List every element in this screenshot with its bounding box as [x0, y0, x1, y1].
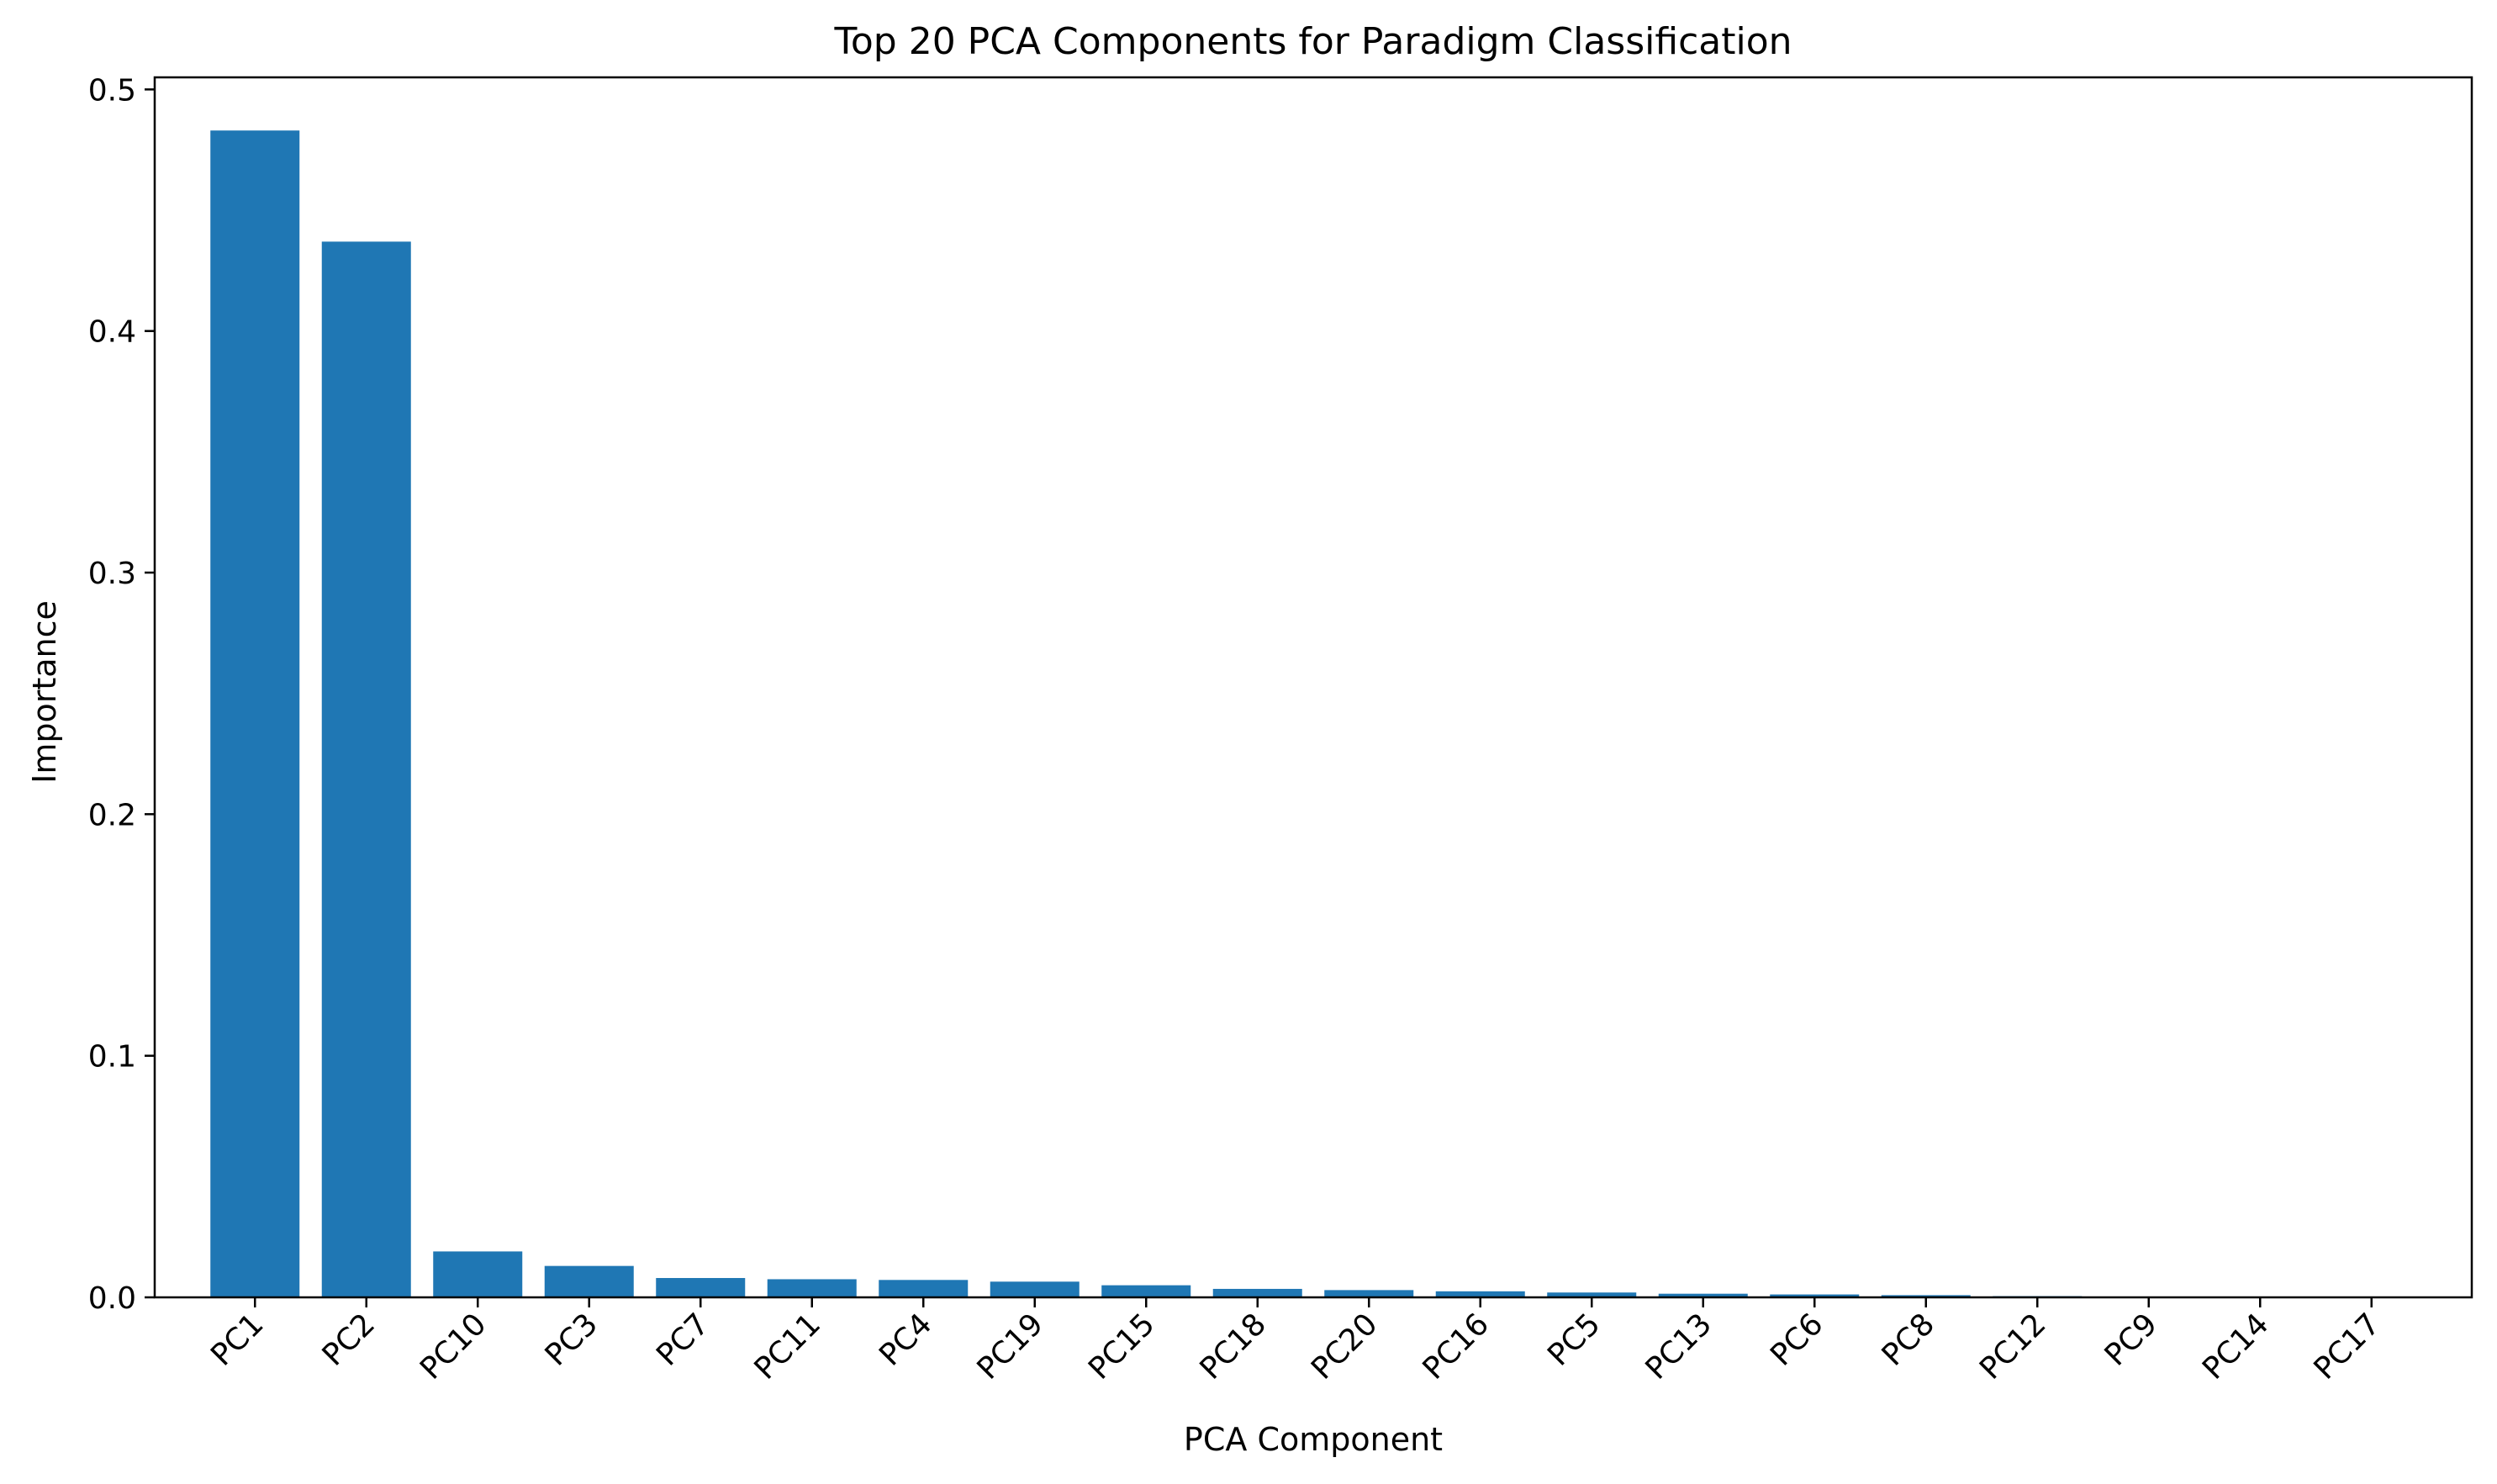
bar-pc8 — [1881, 1295, 1971, 1297]
chart-title: Top 20 PCA Components for Paradigm Class… — [833, 20, 1792, 63]
bar-pc18 — [1212, 1288, 1302, 1297]
y-tick-label: 0.2 — [88, 798, 136, 832]
bar-pc13 — [1658, 1293, 1748, 1297]
bar-pc1 — [210, 130, 300, 1297]
plot-frame — [153, 76, 2473, 1299]
bar-pc16 — [1435, 1291, 1525, 1297]
y-tick-label: 0.1 — [88, 1040, 136, 1075]
y-tick-label: 0.0 — [88, 1281, 136, 1316]
y-axis: 0.0 0.1 0.2 0.3 0.4 0.5 — [88, 73, 155, 1316]
x-axis-label: PCA Component — [1184, 1421, 1443, 1458]
bar-pc10 — [433, 1251, 523, 1297]
bar-pc6 — [1770, 1294, 1860, 1297]
bar-pc4 — [879, 1280, 969, 1297]
bar-pc19 — [990, 1281, 1080, 1297]
y-tick-label: 0.3 — [88, 557, 136, 591]
y-tick-label: 0.4 — [88, 315, 136, 350]
bar-pc20 — [1324, 1290, 1414, 1297]
bar-pc15 — [1101, 1285, 1191, 1297]
y-tick-label: 0.5 — [88, 73, 136, 108]
bar-pc7 — [656, 1278, 746, 1297]
bar-pc3 — [544, 1265, 634, 1297]
bar-pc2 — [321, 241, 411, 1297]
bars-group — [210, 130, 2416, 1297]
y-axis-label: Importance — [26, 600, 63, 784]
bar-pc5 — [1547, 1292, 1637, 1297]
bar-pc11 — [767, 1279, 857, 1297]
